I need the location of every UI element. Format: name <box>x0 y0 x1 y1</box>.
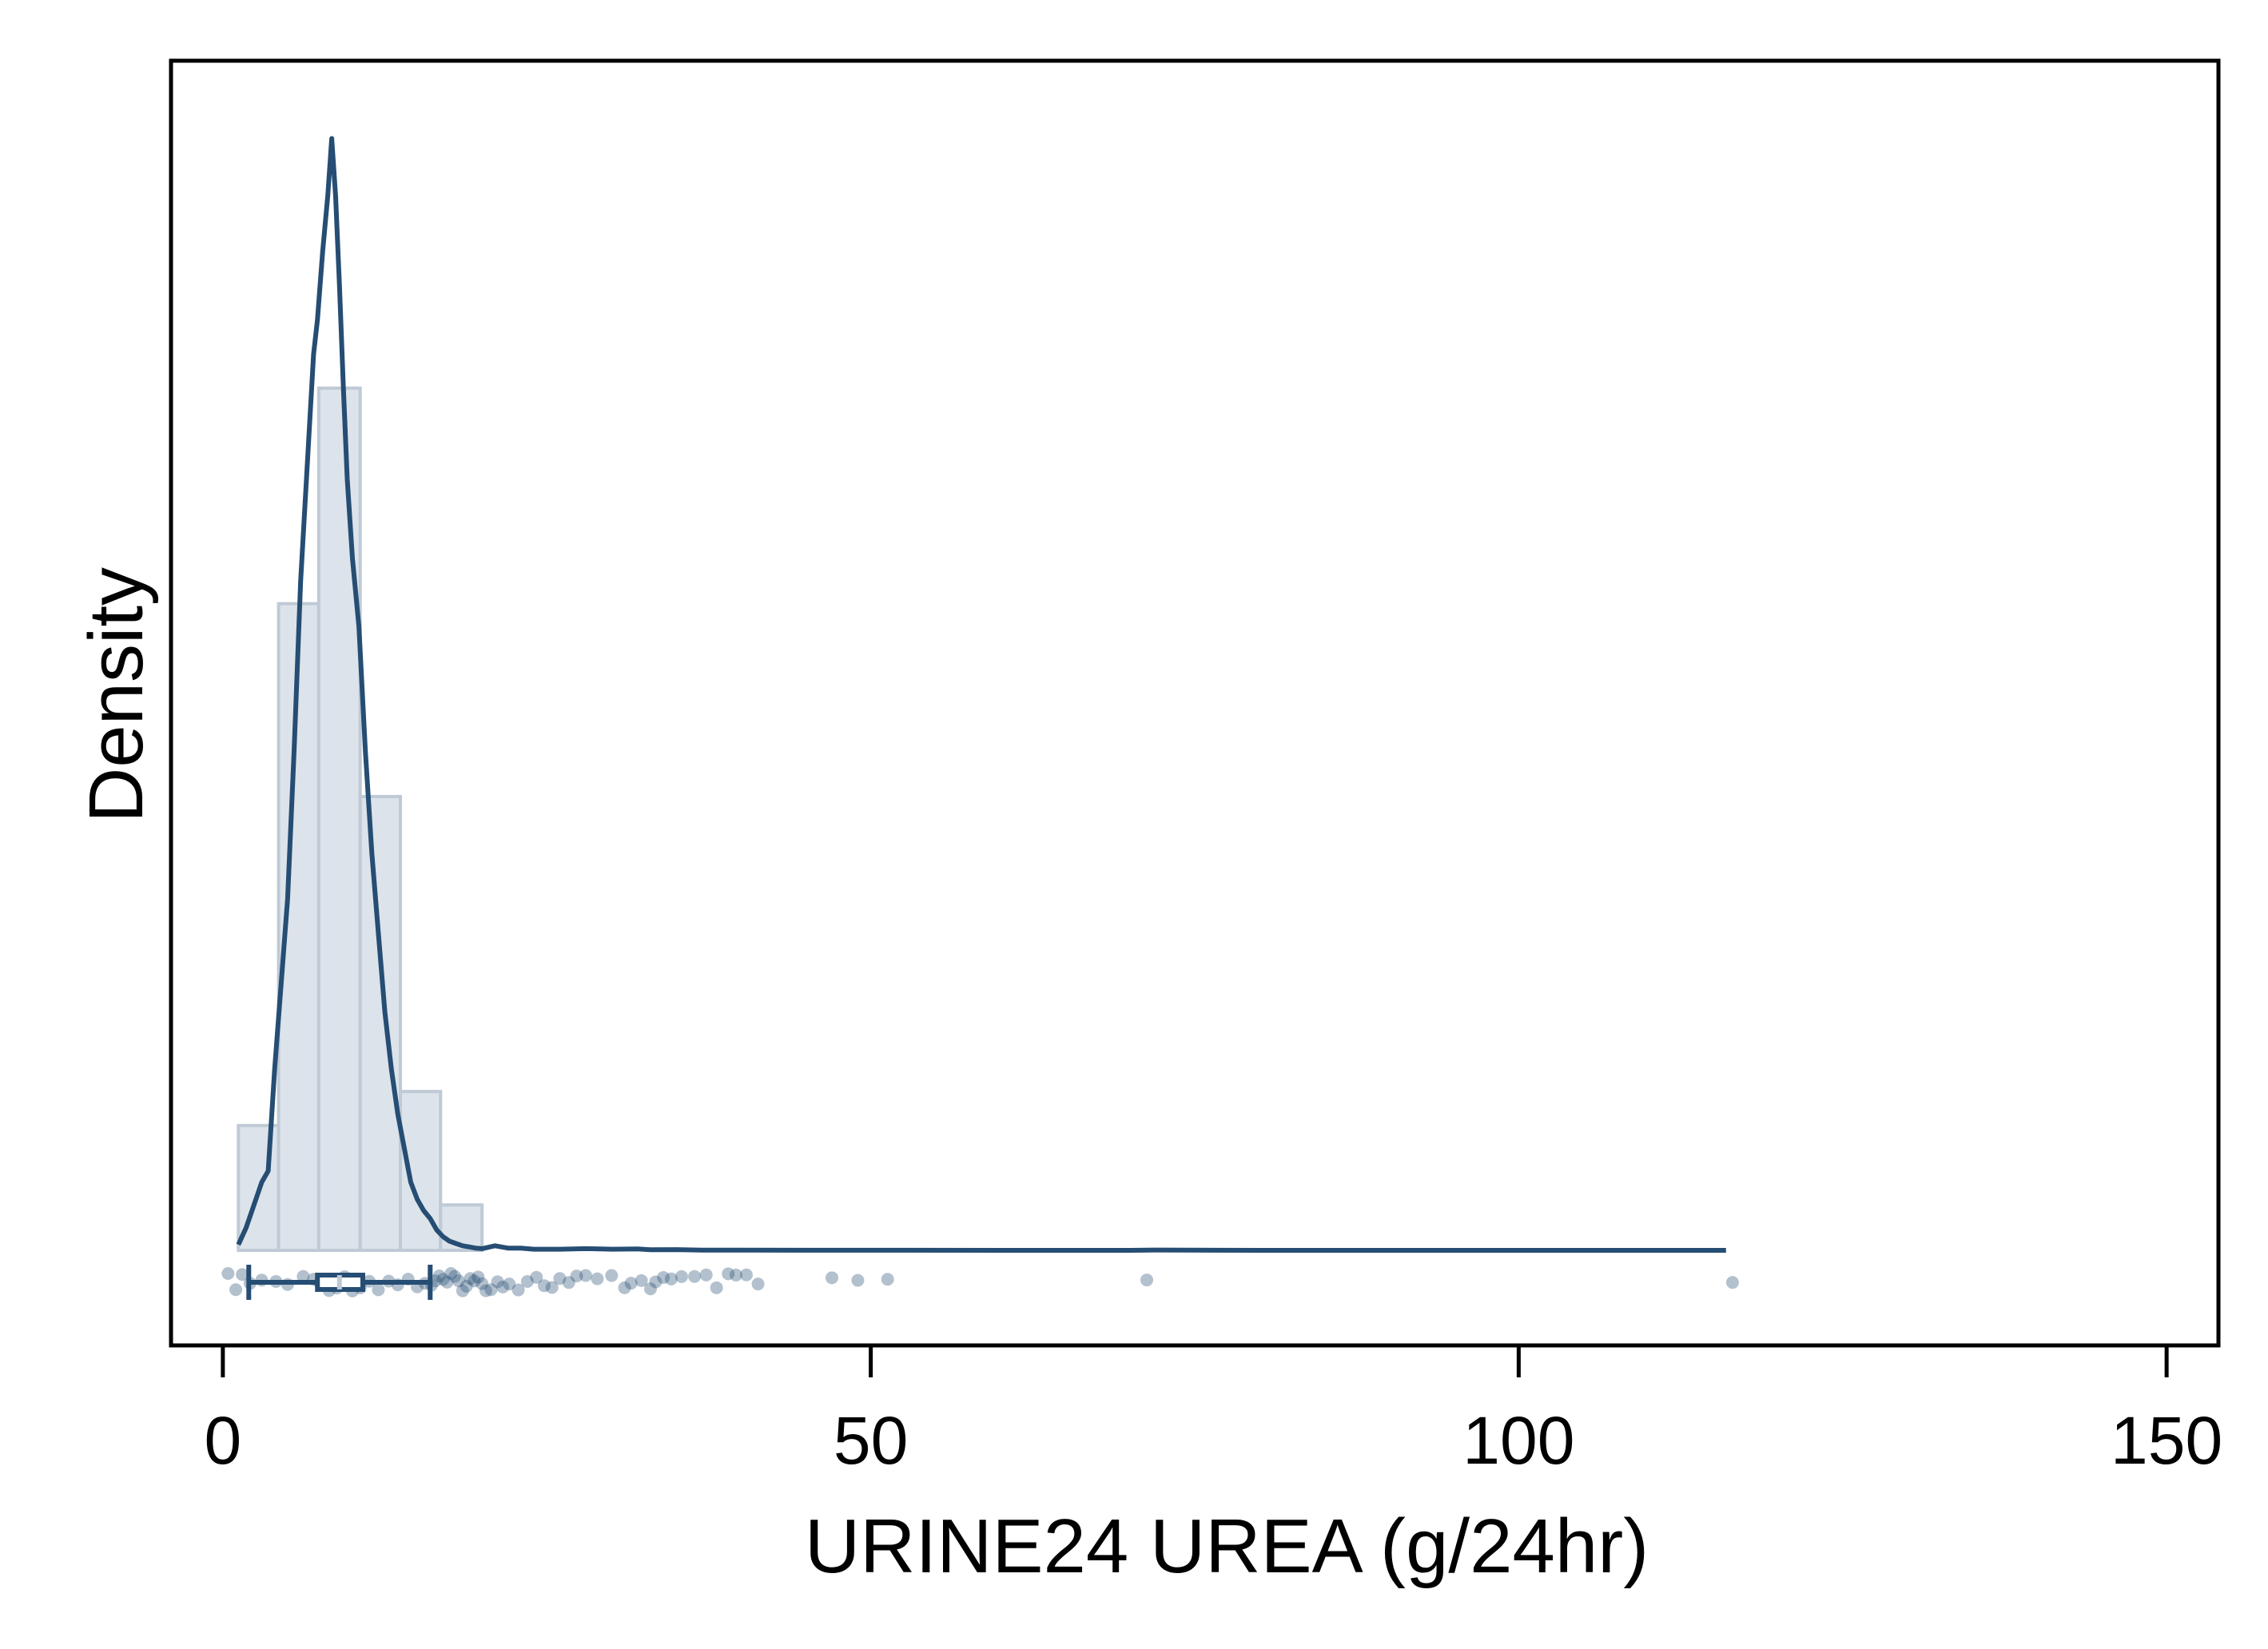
observation-point <box>221 1267 235 1280</box>
observation-point <box>537 1279 551 1293</box>
observation-point <box>464 1272 477 1285</box>
observation-point <box>503 1277 516 1291</box>
observation-point <box>475 1277 489 1290</box>
observation-point <box>664 1272 678 1285</box>
observation-point <box>545 1281 559 1294</box>
observation-point <box>605 1269 619 1282</box>
observation-point <box>825 1271 838 1285</box>
observation-point <box>484 1283 498 1297</box>
observation-point <box>729 1268 742 1281</box>
observation-point <box>479 1284 493 1297</box>
x-tick-label: 100 <box>1462 1403 1574 1478</box>
x-tick-label: 0 <box>205 1403 242 1478</box>
observation-points <box>221 1267 1739 1297</box>
observation-point <box>511 1283 525 1297</box>
histogram-bar <box>316 386 362 1252</box>
x-tick-label: 150 <box>2111 1403 2222 1478</box>
density-curve-layer <box>236 136 1726 1253</box>
observation-point <box>699 1268 713 1281</box>
observation-point <box>472 1270 485 1284</box>
observation-point <box>456 1284 469 1297</box>
observation-point <box>739 1268 753 1281</box>
observation-point <box>591 1272 604 1285</box>
observation-point <box>530 1270 543 1284</box>
observation-point <box>722 1267 735 1281</box>
observation-point <box>436 1273 450 1286</box>
x-tick-label: 50 <box>834 1403 908 1478</box>
observation-point <box>468 1274 481 1288</box>
observation-point <box>296 1270 310 1283</box>
observation-point <box>440 1275 454 1289</box>
observation-point <box>674 1270 688 1283</box>
observation-point <box>444 1267 458 1281</box>
plot-area-frame <box>169 58 2221 1348</box>
observation-point <box>229 1283 243 1297</box>
observation-point <box>635 1274 648 1287</box>
histogram-bar <box>439 1203 484 1252</box>
observation-point <box>751 1277 765 1291</box>
observation-point <box>520 1274 534 1288</box>
histogram-bars <box>237 386 484 1253</box>
observation-point <box>460 1279 473 1293</box>
observation-point <box>851 1274 865 1287</box>
observation-point <box>562 1276 575 1289</box>
y-axis-title: Density <box>74 567 159 823</box>
observation-point <box>1140 1274 1154 1287</box>
observation-point <box>710 1281 723 1294</box>
observation-point <box>618 1281 631 1294</box>
observation-point <box>624 1277 638 1290</box>
observation-point <box>579 1269 592 1282</box>
observation-point <box>236 1268 249 1281</box>
observation-point <box>643 1282 657 1296</box>
observation-point <box>649 1275 662 1289</box>
observation-point <box>372 1283 385 1297</box>
observation-point <box>496 1280 510 1293</box>
boxplot <box>246 1265 433 1300</box>
x-axis-title: URINE24 UREA (g/24hr) <box>805 1504 1649 1589</box>
observation-point <box>881 1273 894 1286</box>
x-axis: 0 50 100 150 <box>205 1345 2222 1478</box>
density-curve-line <box>236 136 1726 1253</box>
observation-point <box>570 1270 583 1283</box>
histogram-bar <box>358 795 403 1252</box>
observation-point <box>452 1274 465 1288</box>
observation-point <box>688 1270 702 1283</box>
observation-point <box>432 1269 446 1282</box>
observation-point <box>1725 1276 1739 1289</box>
observation-point <box>491 1275 504 1289</box>
observation-point <box>657 1270 670 1284</box>
observation-point <box>553 1272 567 1285</box>
observation-point <box>448 1270 462 1283</box>
